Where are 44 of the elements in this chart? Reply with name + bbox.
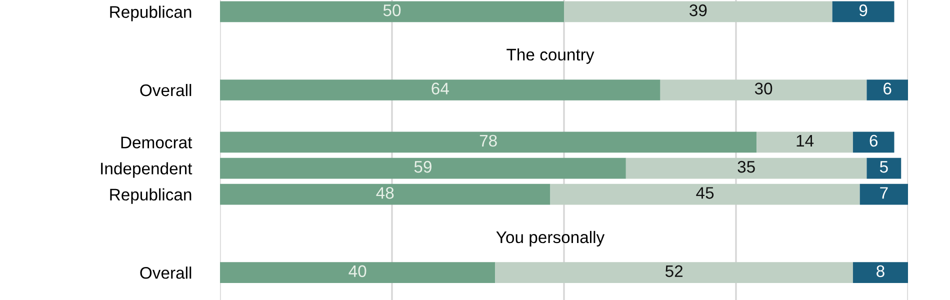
bar (852, 132, 894, 153)
data-label: 35 (738, 160, 755, 173)
bar (495, 262, 853, 284)
data-label: 78 (480, 134, 497, 147)
data-label: 30 (754, 82, 772, 94)
bar (220, 1, 564, 22)
annotation: The country (506, 48, 594, 64)
y-tick-label: Democrat (121, 136, 192, 148)
bar (220, 158, 626, 179)
data-label: 48 (376, 187, 394, 199)
bar (866, 80, 908, 100)
y-tick-label: Republican (110, 188, 192, 204)
bar (220, 80, 660, 100)
annotation: You personally (496, 230, 605, 246)
data-label: 8 (876, 265, 884, 278)
data-label: 7 (880, 187, 888, 199)
bar (860, 184, 908, 205)
bar (220, 132, 757, 153)
bar (832, 1, 894, 22)
bar (852, 262, 908, 284)
data-label: 40 (348, 265, 366, 278)
data-label: 9 (859, 4, 868, 16)
y-tick-label: Republican (110, 6, 192, 22)
bar (220, 184, 550, 205)
data-label: 5 (880, 161, 888, 173)
bar (866, 158, 902, 179)
data-label: 14 (796, 135, 814, 146)
data-label: 64 (432, 82, 449, 94)
bar (756, 132, 853, 153)
bar (626, 158, 867, 179)
bar (220, 262, 496, 284)
bar (550, 184, 860, 205)
data-label: 6 (870, 134, 878, 147)
data-label: 52 (665, 265, 683, 278)
y-tick-label: Overall (140, 266, 192, 279)
data-label: 6 (884, 82, 892, 94)
y-tick-label: Overall (140, 84, 192, 96)
y-tick-label: Independent (101, 162, 192, 178)
data-label: 50 (383, 4, 401, 16)
bar (660, 80, 867, 100)
bar (564, 1, 832, 22)
data-label: 45 (696, 187, 714, 199)
data-label: 39 (690, 4, 707, 16)
data-label: 59 (414, 160, 432, 173)
